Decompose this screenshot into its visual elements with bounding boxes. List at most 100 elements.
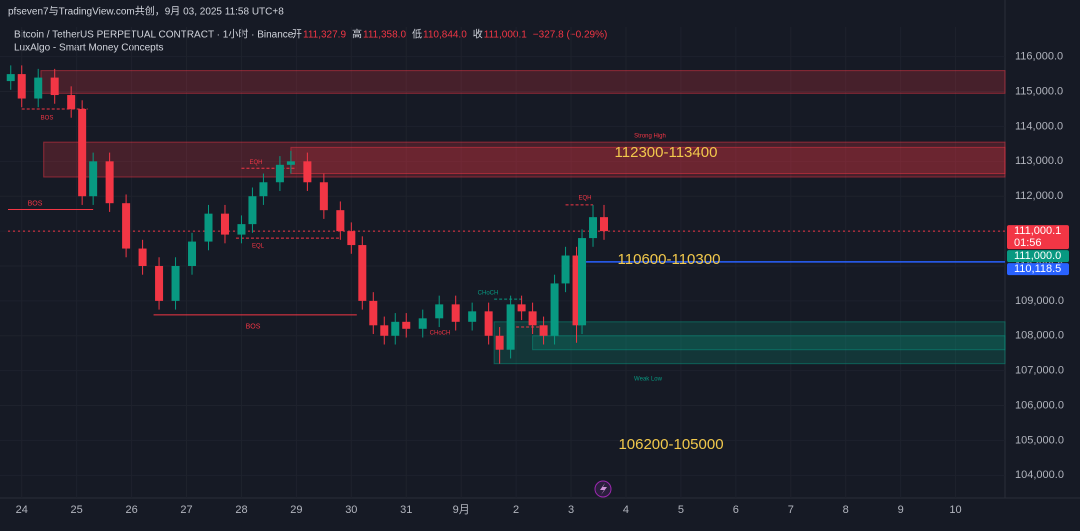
candle-body [550,283,559,336]
candle-body [578,238,587,326]
ohlc-value: 111,000.1 [484,30,527,41]
ohlc-label: 开 [292,30,302,41]
x-tick-label: 24 [16,504,28,516]
structure-label: CHoCH [430,331,451,337]
x-tick-label: 7 [788,504,794,516]
candle-body [122,203,131,249]
candle-body [391,321,400,336]
x-tick-label: 3 [568,504,574,516]
candle-body [188,241,197,266]
candle-body [259,182,268,197]
x-tick-label: 8 [843,504,849,516]
structure-label: BOS [41,116,54,122]
candle-body [495,335,504,350]
y-tick-label: 116,000.0 [1015,51,1063,63]
zone [493,321,1006,365]
candle-body [78,108,87,197]
ohlc-label: 高 [352,28,362,41]
indicator: LuxAlgo - Smart Money Concepts [14,43,164,54]
structure-label: CHoCH [478,291,499,297]
y-tick-label: 112,000.0 [1015,190,1063,202]
candle-body [6,74,15,82]
price-tag-label: 110,118.5 [1014,263,1061,275]
y-tick-label: 114,000.0 [1015,120,1063,132]
candle-body [50,77,59,96]
x-tick-label: 27 [180,504,192,516]
candle-body [286,161,295,165]
x-tick-label: 29 [290,504,302,516]
candle-body [572,255,581,326]
ohlc-value: 110,844.0 [423,30,467,41]
y-tick-label: 109,000.0 [1015,295,1064,307]
strong-high: Strong High [634,134,666,140]
price-tag [1007,263,1069,276]
x-tick-label: 10 [949,504,961,516]
structure-label: EQH [578,196,591,202]
ohlc-value: 111,358.0 [363,30,406,41]
candle-body [171,265,180,301]
candle-body [600,217,609,232]
candle-body [435,304,444,319]
candle-body [451,304,460,322]
candle-body [358,245,367,301]
candle-body [275,164,284,183]
candle-body [204,213,213,242]
candle-body [589,217,598,239]
credit: pfseven7与TradingView.com共创，9月 03, 2025 1… [8,5,284,18]
weak-low: Weak Low [634,377,663,383]
candle-body [248,196,257,225]
candle-body [237,224,246,235]
candle-body [380,325,389,336]
zone [40,70,1006,94]
y-tick-label: 107,000.0 [1015,365,1064,377]
candle-body [67,95,76,109]
structure-label: EQL [252,244,265,250]
candle-body [155,265,164,301]
x-tick-label: 28 [235,504,247,516]
lightning-glyph [600,483,607,495]
y-tick-label: 104,000.0 [1015,469,1064,481]
candle-body [34,77,43,99]
price-tag [1007,250,1069,263]
y-tick-label: 106,000.0 [1015,399,1064,411]
candle-body [17,74,26,99]
x-tick-label: 6 [733,504,739,516]
candle-body [517,304,526,312]
x-tick-label: 31 [400,504,412,516]
candle-body [303,161,312,183]
price-tag-label: 111,000.0 [1014,250,1061,262]
zone [43,141,1006,178]
zone [532,335,1006,351]
candle-body [220,213,229,235]
x-tick-label: 30 [345,504,357,516]
x-tick-label: 26 [125,504,137,516]
price-tag-label: 111,000.1 [1014,225,1061,237]
y-tick-label: 108,000.0 [1015,330,1064,342]
candle-body [336,210,345,232]
candle-body [561,255,570,284]
change: −327.8 (−0.29%) [533,30,608,41]
y-tick-label: 105,000.0 [1015,434,1064,446]
range-label: 112300-113400 [615,144,718,161]
candle-body [138,248,147,266]
candle-body [369,300,378,326]
range-label: 106200-105000 [618,436,723,453]
structure-label: BOS [28,200,43,207]
candle-body [402,321,411,329]
candle-body [528,311,537,326]
x-tick-label: 9 [898,504,904,516]
x-tick-label: 2 [513,504,519,516]
y-tick-label: 115,000.0 [1015,85,1063,97]
candle-body [347,231,356,246]
zone [290,146,1006,175]
x-tick-label: 9月 [453,504,470,516]
candle-body [539,325,548,336]
candle-body [484,311,493,336]
range-label: 110600-110300 [618,251,721,268]
candle-body [319,182,328,211]
candle-body [89,161,98,197]
candle-body [506,304,515,350]
candle-body [468,311,477,322]
